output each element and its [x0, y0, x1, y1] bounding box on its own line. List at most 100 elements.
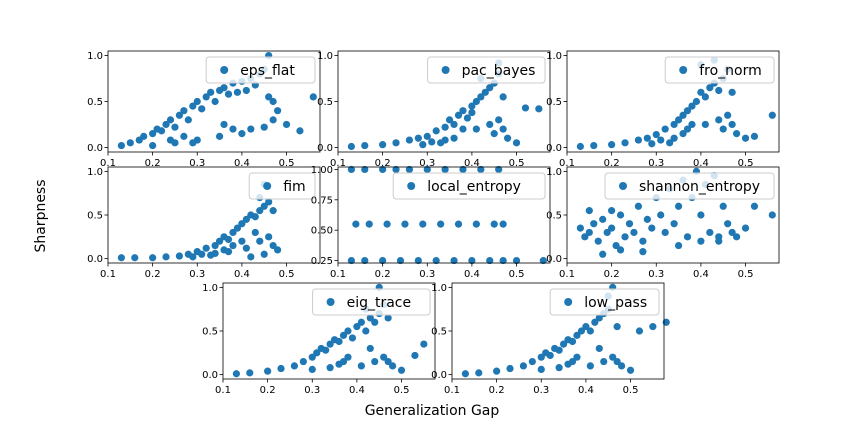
data-point	[335, 337, 343, 346]
data-point	[247, 125, 255, 133]
data-point	[162, 253, 170, 261]
data-point	[528, 357, 536, 366]
data-point	[715, 116, 723, 124]
data-point	[595, 344, 603, 353]
y-tick-label: 0.0	[317, 143, 333, 154]
data-point	[384, 314, 392, 322]
y-tick-label: 0.5	[87, 211, 103, 222]
data-point	[581, 233, 589, 241]
figure-ylabel: Sharpness	[33, 179, 49, 252]
data-point	[383, 220, 391, 228]
x-tick-label: 0.4	[234, 269, 250, 280]
data-point	[344, 327, 352, 335]
y-tick-label: 0.5	[546, 97, 562, 108]
data-point	[405, 136, 414, 144]
subplot-eps_flat: 0.1 0.2 0.3 0.4 0.5 0.0 0.5 1.0 eps_flat	[87, 50, 321, 169]
data-point	[162, 120, 170, 129]
data-point	[512, 256, 521, 265]
x-tick-label: 0.5	[394, 385, 410, 396]
x-tick-label: 0.2	[260, 385, 276, 396]
data-point	[490, 220, 498, 228]
legend-marker	[441, 66, 450, 74]
data-point	[361, 141, 369, 150]
legend-label: eps_flat	[240, 63, 295, 79]
legend-box	[604, 172, 775, 200]
data-point	[697, 211, 705, 219]
data-point	[728, 120, 736, 129]
x-tick-label: 0.1	[215, 385, 231, 396]
data-point	[683, 107, 692, 115]
x-tick-label: 0.4	[234, 158, 250, 169]
data-point	[401, 220, 409, 228]
x-tick-label: 0.1	[444, 385, 460, 396]
data-point	[468, 256, 476, 265]
x-tick-label: 0.4	[693, 158, 709, 169]
data-point	[256, 237, 264, 245]
data-point	[198, 105, 206, 113]
data-point	[768, 211, 776, 219]
x-tick-label: 0.4	[578, 385, 594, 396]
data-point	[131, 254, 139, 262]
data-point	[175, 252, 184, 260]
data-point	[260, 123, 268, 131]
data-point	[326, 340, 334, 348]
data-point	[357, 318, 365, 326]
x-tick-label: 0.5	[279, 269, 295, 280]
data-point	[274, 246, 282, 254]
data-point	[242, 215, 250, 223]
data-point	[706, 228, 714, 237]
data-point	[499, 93, 507, 101]
data-point	[697, 237, 705, 245]
data-point	[117, 141, 125, 150]
data-point	[180, 107, 188, 115]
data-point	[657, 211, 665, 219]
data-point	[347, 256, 355, 265]
data-point	[441, 123, 449, 131]
data-point	[379, 256, 387, 265]
data-point	[428, 138, 436, 146]
data-point	[432, 256, 440, 265]
data-point	[215, 132, 224, 140]
data-point	[322, 346, 330, 354]
data-point	[344, 353, 352, 361]
data-point	[397, 366, 406, 374]
x-tick-label: 0.5	[279, 158, 295, 169]
subplot-fro_norm: 0.1 0.2 0.3 0.4 0.5 0.0 0.5 1.0 fro_norm	[546, 50, 780, 169]
x-tick-label: 0.3	[648, 158, 664, 169]
data-point	[701, 120, 709, 129]
y-tick-label: 0.0	[202, 370, 218, 381]
data-point	[728, 88, 736, 96]
x-tick-label: 0.2	[604, 269, 620, 280]
subplots: 0.1 0.2 0.3 0.4 0.5 0.0 0.5 1.0 eps_flat 0.1 0.2 0.…	[87, 50, 780, 396]
data-point	[670, 220, 678, 228]
data-point	[454, 111, 463, 119]
y-tick-label: 1.00	[311, 165, 333, 176]
y-tick-label: 0.5	[202, 327, 218, 338]
data-point	[634, 202, 643, 210]
data-point	[652, 130, 660, 139]
data-point	[220, 84, 228, 92]
x-tick-label: 0.5	[738, 269, 754, 280]
data-point	[555, 364, 563, 372]
data-point	[477, 93, 485, 101]
data-point	[198, 250, 206, 258]
data-point	[661, 228, 669, 237]
legend-box	[392, 172, 546, 200]
data-point	[419, 141, 427, 149]
y-tick-label: 1.0	[546, 51, 562, 62]
data-point	[490, 130, 498, 138]
x-tick-label: 0.1	[330, 158, 346, 169]
data-point	[423, 165, 431, 174]
data-point	[414, 256, 422, 265]
data-point	[389, 362, 397, 370]
x-tick-label: 0.1	[559, 158, 575, 169]
data-point	[362, 327, 370, 335]
data-point	[437, 220, 445, 228]
data-point	[590, 220, 598, 228]
y-tick-label: 1.0	[87, 51, 103, 62]
data-point	[445, 116, 454, 124]
data-point	[577, 327, 586, 335]
subplot-eig_trace: 0.1 0.2 0.3 0.4 0.5 0.0 0.5 1.0 eig_trace	[202, 282, 436, 396]
data-point	[459, 125, 467, 133]
data-point	[600, 357, 608, 366]
